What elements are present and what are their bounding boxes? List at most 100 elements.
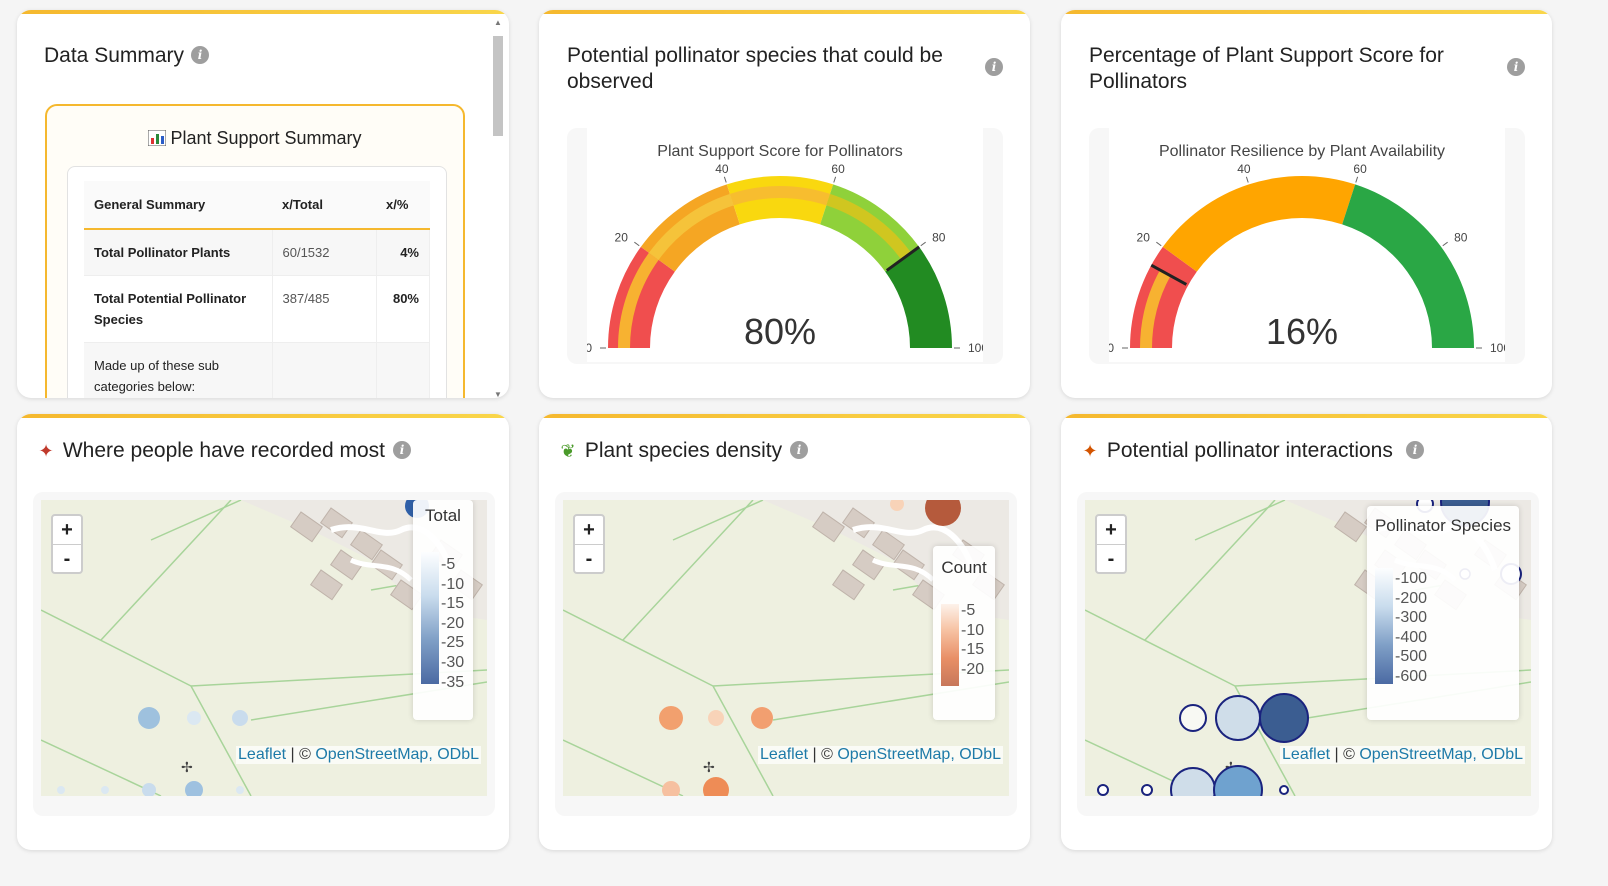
gauge-tick-label: 80 bbox=[1454, 230, 1468, 244]
map-marker bbox=[751, 707, 773, 729]
map-path bbox=[1085, 609, 1236, 687]
gauge-tick-label: 0 bbox=[587, 341, 592, 355]
map-interactions[interactable]: ✢ + - Pollinator Species bbox=[1085, 500, 1531, 796]
windmill-icon: ✢ bbox=[703, 759, 715, 775]
map-marker bbox=[1213, 765, 1263, 796]
map-marker bbox=[142, 783, 156, 796]
zoom-in-button[interactable]: + bbox=[61, 519, 73, 541]
seedling-icon: ❦ bbox=[560, 441, 576, 461]
map-legend: Count -5 -10 -15 -20 bbox=[933, 546, 995, 720]
zoom-in-button[interactable]: + bbox=[1105, 519, 1117, 541]
map-marker bbox=[1097, 784, 1109, 796]
gauge-card-percentage: Percentage of Plant Support Score for Po… bbox=[1061, 10, 1552, 398]
zoom-in-button[interactable]: + bbox=[583, 519, 595, 541]
map-card-interactions: ✦ Potential pollinator interactions i ✢ bbox=[1061, 414, 1552, 850]
map-attribution: Leaflet | © OpenStreetMap, ODbL bbox=[758, 746, 1003, 764]
gauge-tick bbox=[1355, 176, 1359, 183]
osm-link[interactable]: OpenStreetMap, ODbL bbox=[315, 746, 479, 763]
map-marker bbox=[185, 781, 203, 796]
scrollbar[interactable]: ▲ ▼ bbox=[491, 18, 505, 398]
column-header: General Summary bbox=[84, 181, 272, 230]
legend-tick-label: -20 bbox=[961, 660, 985, 678]
zoom-out-button[interactable]: - bbox=[1097, 544, 1125, 572]
gauge-tick-label: 80 bbox=[932, 230, 946, 244]
map-attribution: Leaflet | © OpenStreetMap, ODbL bbox=[1280, 746, 1525, 764]
map-card-title: ✦ Where people have recorded most bbox=[35, 438, 385, 464]
map-building bbox=[1333, 511, 1367, 543]
map-card-recorded: ✦ Where people have recorded most i ✢ + … bbox=[17, 414, 509, 850]
legend-tick-label: -10 bbox=[441, 575, 465, 593]
map-marker bbox=[138, 707, 160, 729]
legend-tick-label: -20 bbox=[441, 614, 465, 632]
legend-tick-label: -5 bbox=[441, 556, 456, 573]
summary-table: General Summary x/Total x/% Total Pollin… bbox=[84, 181, 430, 398]
gauge-tick-label: 20 bbox=[1137, 230, 1151, 244]
map-markers bbox=[659, 500, 961, 796]
map-card-title: ✦ Potential pollinator interactions bbox=[1079, 438, 1392, 464]
leaflet-link[interactable]: Leaflet bbox=[238, 746, 287, 763]
map-building bbox=[831, 569, 865, 601]
map-path bbox=[1194, 500, 1286, 541]
gauge-tick-label: 40 bbox=[1237, 162, 1251, 176]
legend-tick-label: -500 bbox=[1395, 648, 1428, 666]
map-path bbox=[622, 500, 754, 641]
legend-tick-label: -25 bbox=[441, 634, 465, 652]
gauge-tick-label: 100 bbox=[1490, 341, 1505, 355]
map-marker bbox=[57, 786, 65, 794]
summary-box-title: Plant Support Summary bbox=[47, 128, 463, 149]
gauge-inner-band bbox=[729, 186, 831, 206]
gauge-inner-band bbox=[826, 193, 912, 260]
zoom-out-button[interactable]: - bbox=[575, 544, 603, 572]
map-path bbox=[1144, 500, 1276, 641]
leaflet-link[interactable]: Leaflet bbox=[1282, 746, 1331, 763]
info-icon[interactable]: i bbox=[191, 46, 209, 64]
map-building bbox=[329, 549, 363, 581]
map-marker bbox=[1259, 693, 1309, 743]
gauge-tick bbox=[1156, 241, 1162, 247]
gauge-tick bbox=[1245, 176, 1249, 183]
info-icon[interactable]: i bbox=[393, 441, 411, 459]
butterfly-icon: ✦ bbox=[38, 441, 54, 461]
osm-link[interactable]: OpenStreetMap, ODbL bbox=[1359, 746, 1523, 763]
gauge-container: Plant Support Score for Pollinators 0 20 40… bbox=[567, 128, 1003, 364]
table-row: Total Potential Pollinator Species 387/4… bbox=[84, 275, 430, 343]
gauge-title: Pollinator Resilience by Plant Availabil… bbox=[1159, 143, 1445, 160]
legend-tick-label: -30 bbox=[441, 654, 465, 671]
bar-chart-icon bbox=[147, 129, 167, 147]
windmill-icon: ✢ bbox=[181, 759, 193, 775]
info-icon[interactable]: i bbox=[1507, 58, 1525, 76]
legend-tick-label: -15 bbox=[961, 641, 985, 659]
map-marker bbox=[187, 711, 201, 725]
gauge-needle bbox=[885, 245, 921, 272]
zoom-out-button[interactable]: - bbox=[53, 544, 81, 572]
gauge-tick bbox=[634, 241, 640, 247]
gauge-chart: Pollinator Resilience by Plant Availabil… bbox=[1109, 143, 1505, 355]
map-building bbox=[309, 569, 343, 601]
info-icon[interactable]: i bbox=[1406, 441, 1424, 459]
map-density[interactable]: ✢ + - Count -5 -10 -15 -20 Leaflet | © Ope bbox=[563, 500, 1009, 796]
map-card-title: ❦ Plant species density bbox=[557, 438, 782, 464]
legend-tick-label: -600 bbox=[1395, 668, 1428, 685]
map-path bbox=[712, 685, 774, 796]
legend-color-bar bbox=[1375, 568, 1393, 684]
scroll-thumb[interactable] bbox=[493, 36, 503, 136]
gauge-tick bbox=[833, 176, 837, 183]
info-icon[interactable]: i bbox=[790, 441, 808, 459]
osm-link[interactable]: OpenStreetMap, ODbL bbox=[837, 746, 1001, 763]
map-recorded[interactable]: ✢ + - Total -5 -10 -15 -20 -25 -30 -35 bbox=[41, 500, 487, 796]
map-marker bbox=[890, 500, 904, 511]
legend-tick-label: -100 bbox=[1395, 570, 1428, 587]
leaflet-link[interactable]: Leaflet bbox=[760, 746, 809, 763]
map-marker bbox=[232, 710, 248, 726]
legend-title: Pollinator Species bbox=[1374, 516, 1512, 535]
data-summary-card: Data Summary i Plant Support Summary Gen… bbox=[17, 10, 509, 398]
gauge-band bbox=[1342, 184, 1474, 348]
gauge-card-title: Potential pollinator species that could … bbox=[567, 44, 943, 93]
map-marker bbox=[1141, 784, 1153, 796]
map-marker bbox=[236, 786, 244, 794]
map-path bbox=[100, 500, 232, 641]
info-icon[interactable]: i bbox=[985, 58, 1003, 76]
map-marker bbox=[1170, 767, 1216, 796]
scroll-up-arrow[interactable]: ▲ bbox=[494, 18, 502, 27]
scroll-down-arrow[interactable]: ▼ bbox=[494, 390, 502, 398]
